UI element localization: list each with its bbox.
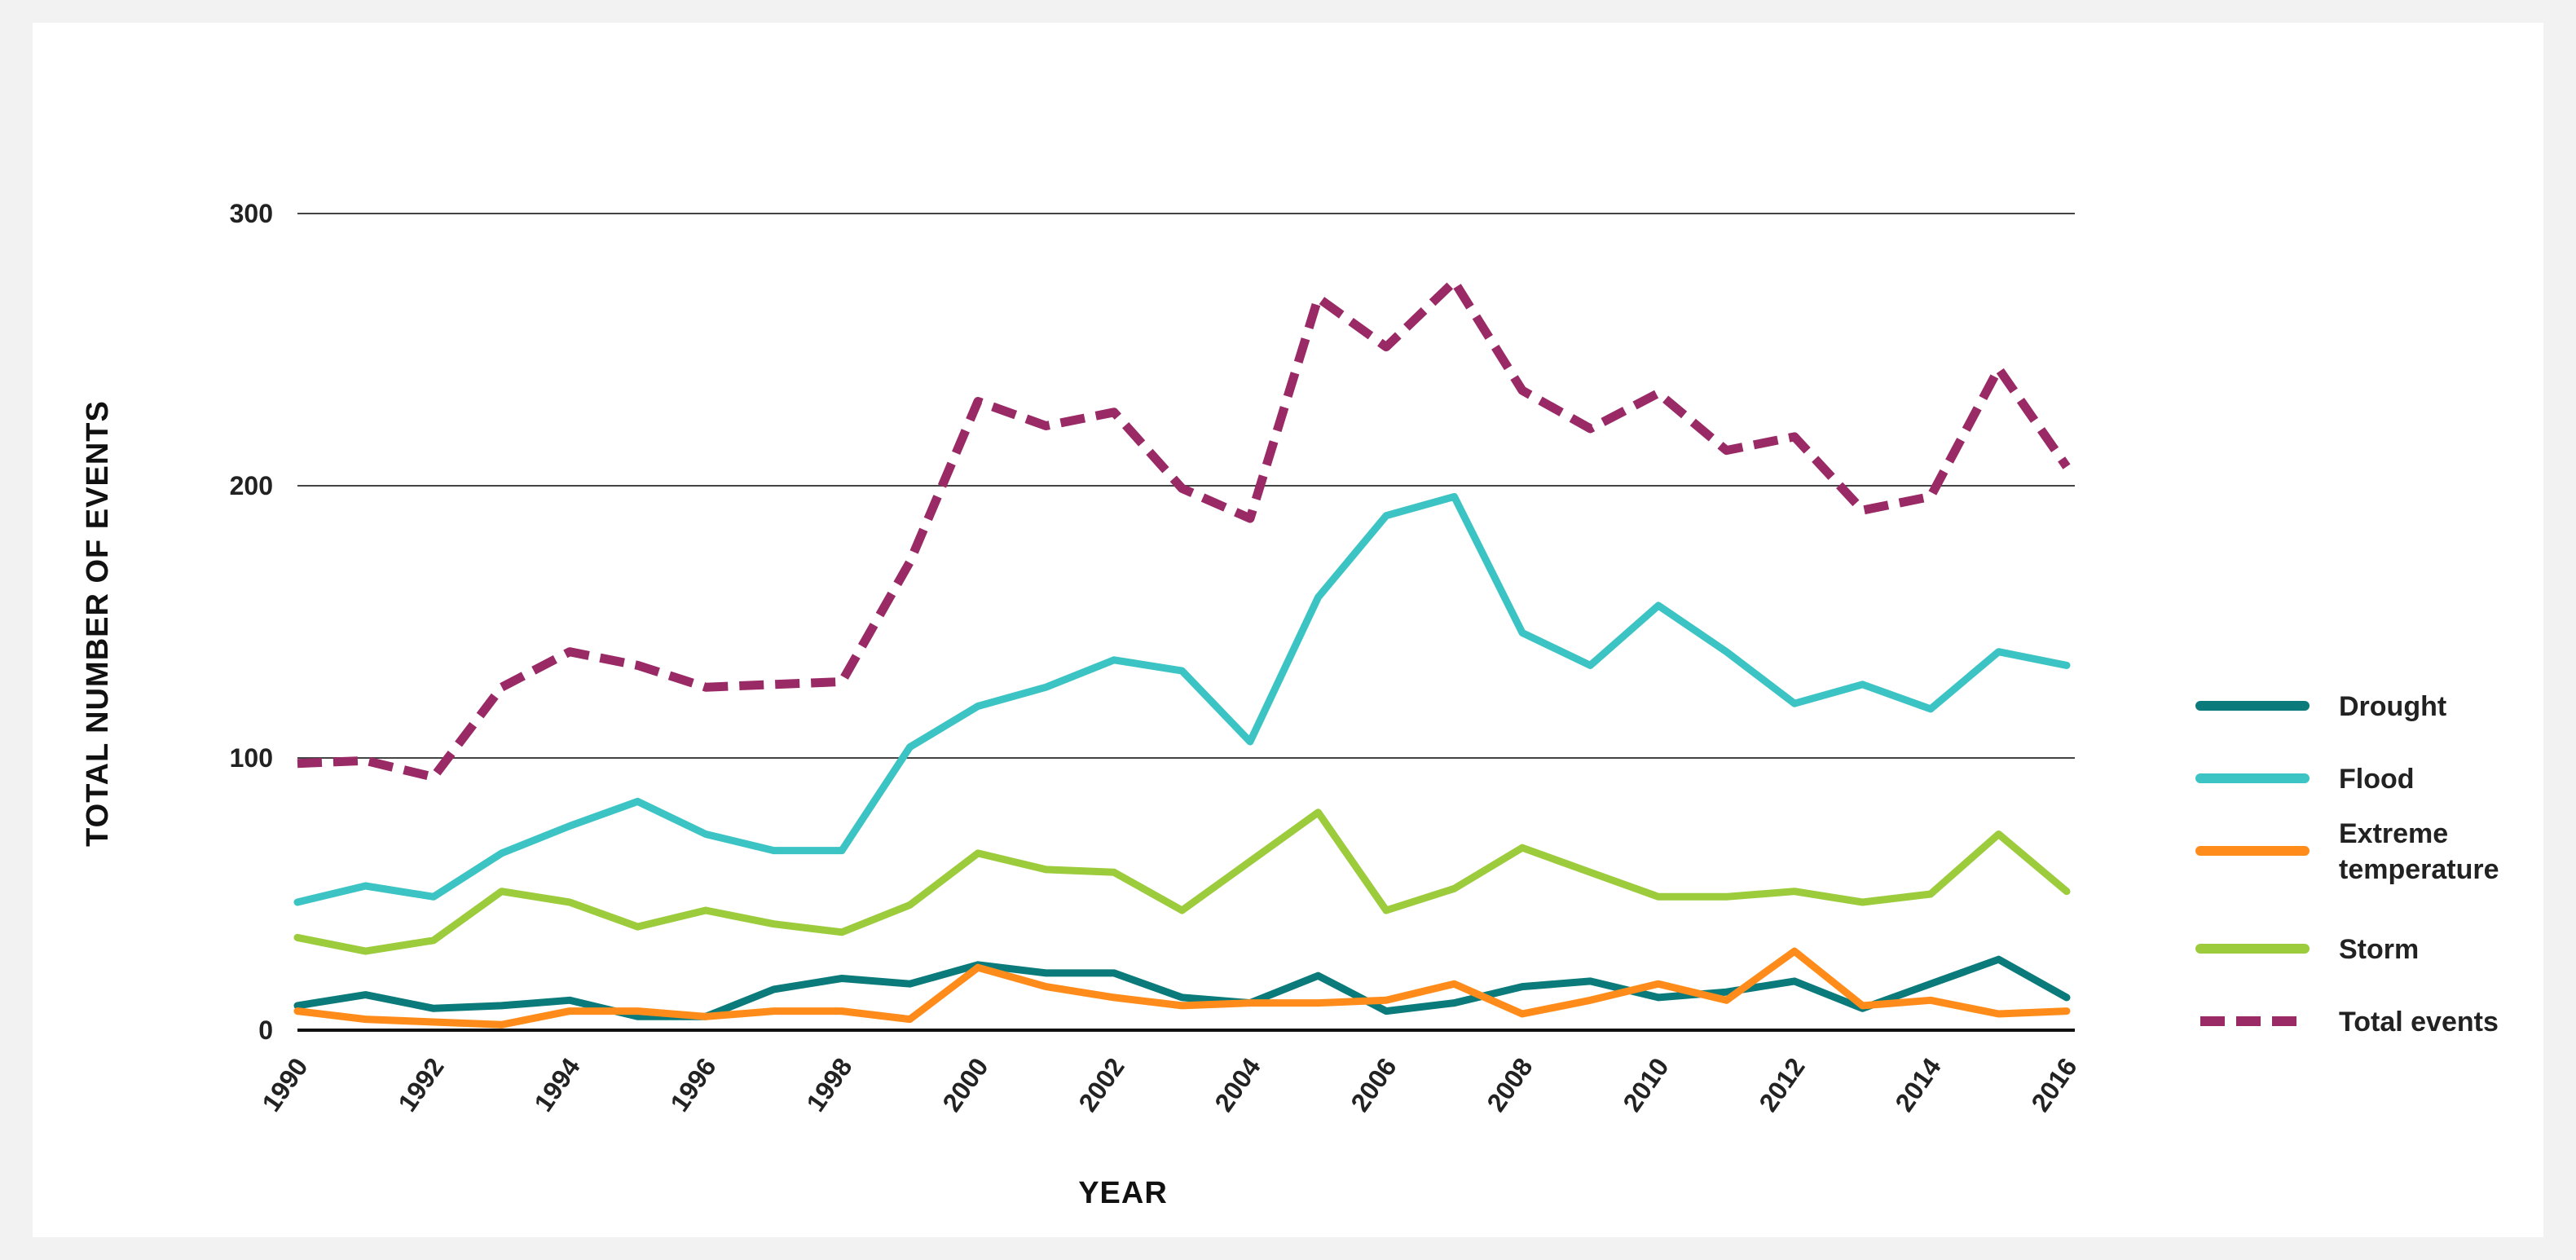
y-tick-label: 300 xyxy=(230,199,273,228)
x-tick-label: 1996 xyxy=(664,1052,721,1117)
chart-frame xyxy=(33,23,2543,1237)
x-tick-label: 1998 xyxy=(800,1052,857,1117)
legend-label: Total events xyxy=(2339,1007,2499,1038)
x-tick-label: 2000 xyxy=(936,1052,993,1117)
series-line-total-events xyxy=(297,277,2071,782)
legend-label: Extreme temperature xyxy=(2339,818,2499,885)
y-tick-label: 200 xyxy=(230,471,273,500)
y-tick-label: 0 xyxy=(258,1015,273,1045)
x-tick-label: 1990 xyxy=(256,1052,313,1117)
legend-label: Flood xyxy=(2339,764,2415,795)
x-tick-label: 2004 xyxy=(1209,1052,1266,1117)
x-tick-label: 1994 xyxy=(528,1052,585,1117)
x-tick-label: 2012 xyxy=(1753,1052,1810,1117)
series-line-storm xyxy=(293,808,2071,955)
series-line-flood xyxy=(293,492,2071,906)
legend-label: Drought xyxy=(2339,691,2446,722)
x-tick-label: 2006 xyxy=(1345,1052,1402,1117)
x-tick-label: 1992 xyxy=(392,1052,449,1117)
x-tick-label: 2010 xyxy=(1617,1052,1674,1117)
legend: Drought Flood Extreme temperature Storm Total… xyxy=(2195,691,2499,1038)
legend-label: Storm xyxy=(2339,934,2419,965)
series-lines xyxy=(293,277,2071,1029)
y-axis-title: TOTAL NUMBER OF EVENTS xyxy=(81,400,115,847)
x-tick-label: 2002 xyxy=(1072,1052,1129,1117)
x-axis-title: YEAR xyxy=(1078,1176,1168,1210)
x-tick-label: 2016 xyxy=(2025,1052,2082,1117)
x-tick-label: 2008 xyxy=(1481,1052,1538,1117)
series-line-drought xyxy=(293,955,2071,1020)
x-tick-label: 2014 xyxy=(1889,1052,1946,1117)
series-line-extreme xyxy=(293,947,2071,1029)
x-axis-ticks: 1990 1992 1994 1996 1998 2000 2002 2004 2006 2008… xyxy=(256,1052,2082,1117)
y-tick-label: 100 xyxy=(230,743,273,773)
y-axis-ticks: 0 100 200 300 xyxy=(230,199,273,1045)
